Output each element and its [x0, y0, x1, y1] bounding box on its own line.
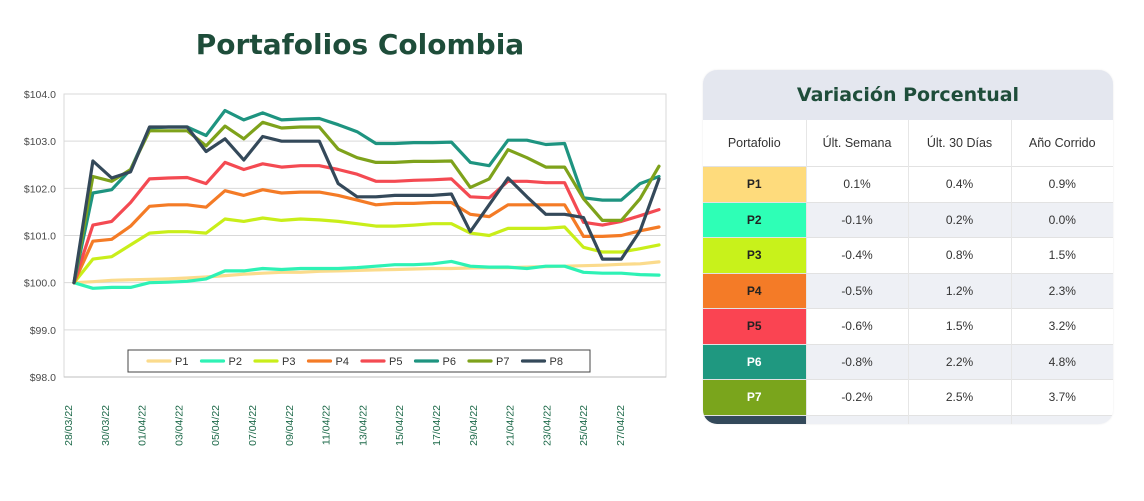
table-row: P2 -0.1% 0.2% 0.0%: [703, 201, 1113, 238]
y-tick-label: $102.0: [24, 183, 56, 195]
cell-ult-semana: -0.5%: [806, 272, 909, 309]
cell-ano-corrido: 3.2%: [1011, 308, 1113, 344]
header-semana: Últ. Semana: [806, 120, 909, 167]
cell-ult-30-dias: 0.4%: [908, 166, 1012, 202]
cell-ult-semana: -0.6%: [806, 308, 909, 344]
x-tick-label: 09/04/22: [284, 405, 296, 446]
cell-ano-corrido: 2.3%: [1011, 272, 1113, 309]
portfolio-label: P6: [703, 343, 807, 380]
x-tick-label: 11/04/22: [321, 405, 333, 445]
legend-label: P7: [496, 356, 509, 368]
x-tick-label: 23/04/22: [541, 405, 553, 446]
series-line-p3: [72, 216, 661, 285]
chart-title: Portafolios Colombia: [195, 28, 525, 61]
legend-label: P5: [389, 356, 402, 368]
cell-ult-30-dias: 0.2%: [908, 201, 1012, 238]
x-tick-label: 13/04/22: [357, 405, 369, 446]
series-line-p2: [72, 259, 661, 290]
legend-label: P8: [550, 356, 563, 368]
portfolio-label: P5: [703, 308, 807, 344]
y-tick-label: $103.0: [24, 136, 56, 148]
cell-ult-30-dias: 0.8%: [908, 237, 1012, 273]
table-row: P1 0.1% 0.4% 0.9%: [703, 166, 1113, 202]
cell-ult-30-dias: 1.2%: [908, 272, 1012, 309]
table-row: P6 -0.8% 2.2% 4.8%: [703, 343, 1113, 380]
portfolio-label: P4: [703, 272, 807, 309]
cell-ult-semana: -0.1%: [806, 201, 909, 238]
x-tick-label: 15/04/22: [394, 405, 406, 446]
legend-box: [127, 349, 591, 373]
x-tick-label: 29/04/22: [468, 405, 480, 446]
cell-ano-corrido: 3.7%: [1011, 379, 1113, 415]
table-row: P5 -0.6% 1.5% 3.2%: [703, 308, 1113, 344]
line-chart: $98.0 $99.0 $100.0 $101.0 $102.0 $103.0 $104.0…: [24, 89, 667, 446]
cell-ult-semana: 0.1%: [806, 166, 909, 202]
legend-label: P2: [229, 356, 242, 368]
x-tick-label: 27/04/22: [615, 405, 627, 446]
cell-ano-corrido: 1.5%: [1011, 237, 1113, 273]
header-ano-corrido: Año Corrido: [1011, 120, 1113, 167]
table-row: P7 -0.2% 2.5% 3.7%: [703, 379, 1113, 415]
series-line-p7: [72, 120, 661, 285]
cell-ano-corrido: 0.9%: [1011, 166, 1113, 202]
table-row: P80.4%2.2%0.8%: [703, 414, 1113, 424]
x-tick-label: 07/04/22: [247, 405, 259, 446]
table-row: P3 -0.4% 0.8% 1.5%: [703, 237, 1113, 273]
cell-ult-30-dias: 2.2%: [908, 343, 1012, 380]
x-tick-label: 30/03/22: [100, 405, 112, 446]
cell-ult-semana: -0.8%: [806, 343, 909, 380]
series-line-p4: [72, 188, 661, 285]
cell-ult-30-dias: 2.2%: [908, 414, 1012, 424]
table-row: P4 -0.5% 1.2% 2.3%: [703, 272, 1113, 309]
header-30-dias: Últ. 30 Días: [908, 120, 1012, 167]
y-tick-label: $104.0: [24, 89, 56, 101]
x-tick-label: 17/04/22: [431, 405, 443, 446]
cell-ult-semana: 0.4%: [806, 414, 909, 424]
table-title: Variación Porcentual: [703, 70, 1113, 120]
cell-ano-corrido: 4.8%: [1011, 343, 1113, 380]
y-tick-label: $99.0: [30, 325, 56, 337]
cell-ult-30-dias: 1.5%: [908, 308, 1012, 344]
portfolio-label: P1: [703, 166, 807, 202]
legend-label: P1: [175, 356, 188, 368]
portfolio-label: P2: [703, 201, 807, 238]
variation-table: Portafolio Últ. Semana Últ. 30 Días Año …: [703, 120, 1113, 424]
series-line-p8: [72, 125, 661, 285]
y-tick-label: $98.0: [30, 372, 56, 384]
x-tick-label: 03/04/22: [173, 405, 185, 446]
legend-label: P4: [336, 356, 349, 368]
x-tick-label: 05/04/22: [210, 405, 222, 446]
portfolio-label: P7: [703, 379, 807, 415]
cell-ult-30-dias: 2.5%: [908, 379, 1012, 415]
cell-ano-corrido: 0.0%: [1011, 201, 1113, 238]
cell-ult-semana: -0.2%: [806, 379, 909, 415]
variation-table-card: Variación Porcentual Portafolio Últ. Sem…: [703, 70, 1113, 424]
legend-label: P3: [282, 356, 295, 368]
y-tick-label: $100.0: [24, 278, 56, 290]
y-tick-label: $101.0: [24, 231, 56, 243]
portfolio-label: P3: [703, 237, 807, 273]
x-tick-label: 28/03/22: [63, 405, 75, 446]
x-tick-label: 25/04/22: [578, 405, 590, 446]
cell-ano-corrido: 0.8%: [1011, 414, 1113, 424]
legend-label: P6: [443, 356, 456, 368]
cell-ult-semana: -0.4%: [806, 237, 909, 273]
header-portafolio: Portafolio: [703, 120, 807, 167]
x-tick-label: 21/04/22: [505, 405, 517, 446]
series-line-p5: [72, 160, 661, 285]
table-header-row: Portafolio Últ. Semana Últ. 30 Días Año …: [703, 120, 1113, 167]
x-tick-label: 01/04/22: [137, 405, 149, 446]
portfolio-label: P8: [703, 414, 807, 424]
